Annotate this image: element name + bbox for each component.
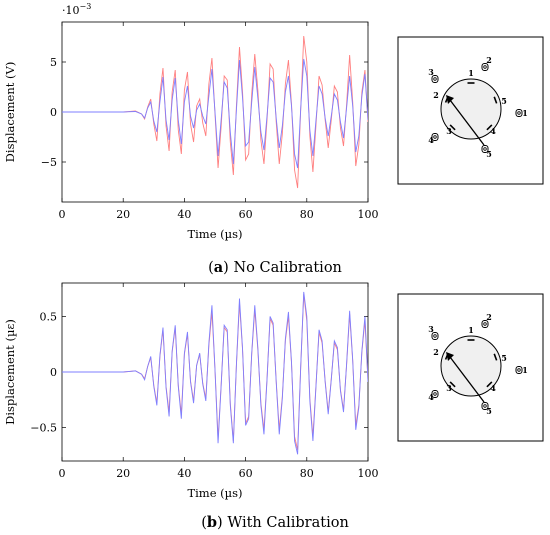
- inner-marker-label: 3: [446, 383, 452, 393]
- sensor-label: 3: [428, 67, 434, 77]
- caption-paren: (: [201, 515, 207, 531]
- series-line-2: [62, 58, 368, 169]
- x-axis-label: Time (µs): [187, 227, 242, 241]
- y-exponent-label: ·10−3: [62, 2, 91, 17]
- sensor-layout-diagram: 1 2 3 4 5 1 2 3 4 5: [397, 36, 544, 185]
- y-axis-label: Displacement (V): [3, 62, 17, 163]
- y-exponent-base: ·10: [62, 4, 80, 17]
- sensor-icon: [481, 320, 489, 328]
- sensor-layout-diagram: 1 2 3 4 5 1 2 3 4 5: [397, 293, 544, 442]
- inner-marker-label: 2: [433, 90, 439, 100]
- arrow-head-icon: [446, 352, 454, 361]
- sensor-core: [433, 135, 437, 139]
- caption-paren: ): [223, 260, 233, 276]
- inner-marker-label: 1: [468, 68, 474, 78]
- caption-paren: (: [208, 260, 214, 276]
- sensor-label: 1: [522, 365, 528, 375]
- sensor-core: [433, 392, 437, 396]
- inner-marker-label: 5: [501, 96, 507, 106]
- sensor-core: [483, 322, 487, 326]
- sensor-icon: [431, 75, 439, 83]
- y-exponent-power: −3: [80, 2, 92, 11]
- x-tick-label: 60: [239, 208, 253, 221]
- sensor-icon: [431, 332, 439, 340]
- sensor-core: [483, 404, 487, 408]
- y-tick-label: −0.5: [30, 422, 57, 435]
- sensor-core: [433, 77, 437, 81]
- chart-panel-a: 0 20 40 60 80 100 −5 0 5 ·10−3 Time (µs) Displaceme…: [3, 2, 544, 276]
- inner-marker-label: 5: [501, 353, 507, 363]
- x-tick-label: 0: [59, 467, 66, 480]
- inner-marker: [449, 381, 456, 388]
- sensor-label: 1: [522, 108, 528, 118]
- sensor-icon: [481, 63, 489, 71]
- inner-marker-label: 4: [490, 383, 496, 393]
- chart-panel-b: 0 20 40 60 80 100 −0.5 0 0.5 Time (µs) Displacemen…: [3, 282, 544, 531]
- caption-text: No Calibration: [233, 260, 341, 276]
- sensor-core: [517, 111, 521, 115]
- series-line-2: [62, 291, 368, 455]
- inner-marker: [486, 124, 493, 131]
- caption-letter: a: [214, 259, 224, 276]
- caption-paren: ): [217, 515, 227, 531]
- x-tick-label: 100: [358, 467, 379, 480]
- inner-marker: [486, 381, 493, 388]
- sensor-core: [483, 147, 487, 151]
- panel-caption: (a) No Calibration: [208, 259, 342, 276]
- sensor-label: 2: [486, 55, 492, 65]
- x-tick-label: 40: [177, 208, 191, 221]
- sensor-icon: [515, 109, 523, 117]
- y-tick-label: 0: [50, 106, 57, 119]
- inner-marker-label: 3: [446, 126, 452, 136]
- caption-text: With Calibration: [227, 515, 348, 531]
- y-tick-label: 0.5: [40, 310, 58, 323]
- plate-circle: [440, 335, 502, 397]
- y-tick-label: 5: [50, 56, 57, 69]
- y-axis-label: Displacement (µε): [3, 319, 17, 425]
- x-tick-label: 100: [358, 208, 379, 221]
- sensor-icon: [431, 390, 439, 398]
- sensor-label: 4: [428, 135, 434, 145]
- inner-marker: [449, 124, 456, 131]
- arrow-head-icon: [446, 95, 454, 104]
- x-tick-label: 20: [116, 467, 130, 480]
- sensor-icon: [481, 145, 489, 153]
- x-tick-label: 0: [59, 208, 66, 221]
- x-tick-label: 20: [116, 208, 130, 221]
- wave-path-arrow: [449, 356, 485, 403]
- sensor-core: [433, 334, 437, 338]
- wave-path-arrow: [449, 99, 485, 146]
- x-tick-label: 80: [300, 208, 314, 221]
- x-tick-label: 40: [177, 467, 191, 480]
- plate-circle: [440, 78, 502, 140]
- sensor-label: 4: [428, 392, 434, 402]
- inner-marker-label: 2: [433, 347, 439, 357]
- caption-letter: b: [207, 514, 217, 531]
- inner-marker-label: 4: [490, 126, 496, 136]
- inner-marker-label: 1: [468, 325, 474, 335]
- sensor-label: 3: [428, 324, 434, 334]
- y-tick-label: −5: [41, 156, 57, 169]
- sensor-core: [517, 368, 521, 372]
- sensor-core: [483, 65, 487, 69]
- inner-marker: [493, 353, 498, 361]
- x-axis-label: Time (µs): [187, 486, 242, 500]
- sensor-icon: [481, 402, 489, 410]
- sensor-label: 5: [486, 149, 492, 159]
- sensor-icon: [431, 133, 439, 141]
- y-tick-label: 0: [50, 366, 57, 379]
- x-tick-label: 80: [300, 467, 314, 480]
- sensor-label: 2: [486, 312, 492, 322]
- x-tick-label: 60: [239, 467, 253, 480]
- sensor-label: 5: [486, 406, 492, 416]
- sensor-icon: [515, 366, 523, 374]
- panel-caption: (b) With Calibration: [201, 514, 349, 531]
- inner-marker: [493, 96, 498, 104]
